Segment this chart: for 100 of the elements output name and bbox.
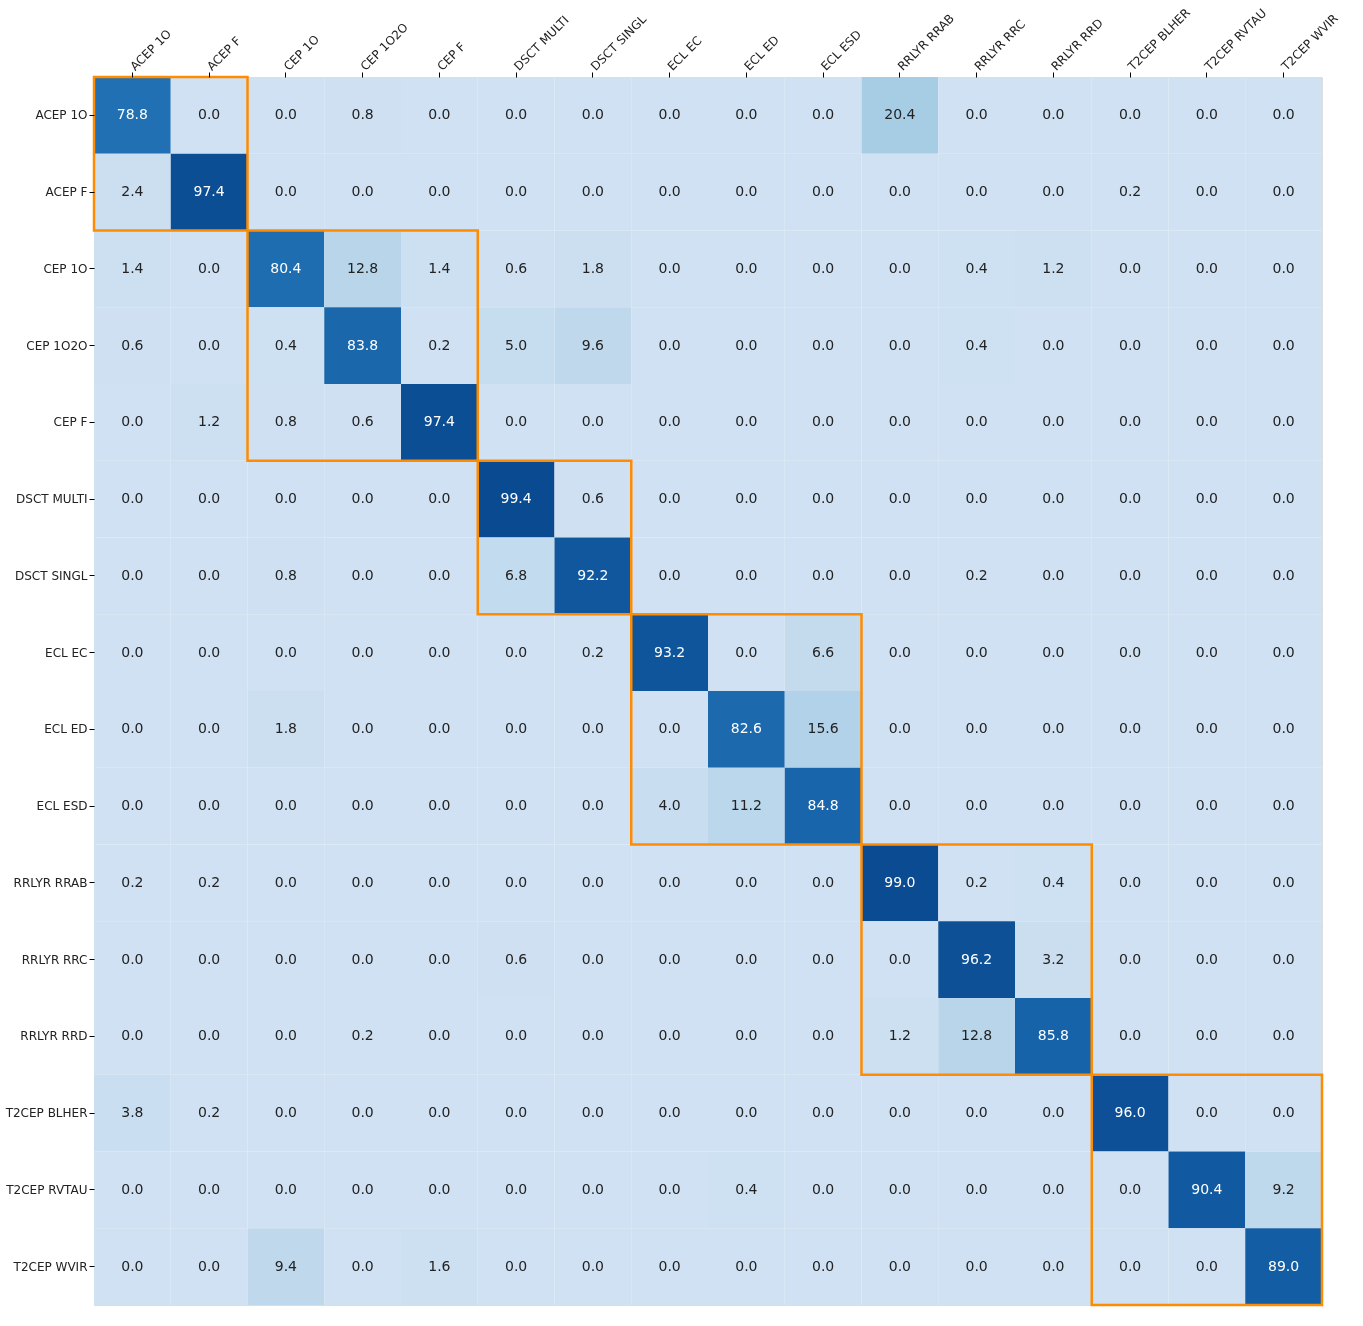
data-label: 0.0: [428, 183, 451, 200]
data-label: 84.8: [807, 797, 839, 814]
data-label: 1.8: [581, 259, 605, 276]
data-label: 0.0: [735, 1257, 758, 1274]
data-label: 0.0: [504, 1027, 528, 1044]
data-label: 92.2: [577, 566, 609, 583]
data-label: 0.0: [965, 1104, 988, 1121]
data-label: 0.0: [1272, 950, 1295, 967]
y-tick-label: ACEP 1O: [35, 108, 88, 123]
data-label: 0.0: [888, 720, 912, 737]
data-label: 0.2: [965, 566, 988, 583]
data-label: 0.2: [121, 873, 144, 890]
data-label: 0.0: [581, 183, 605, 200]
data-label: 0.0: [658, 490, 681, 507]
data-label: 0.0: [504, 1180, 528, 1197]
data-label: 0.0: [351, 1180, 374, 1197]
data-label: 0.0: [274, 873, 298, 890]
data-label: 0.0: [581, 1180, 605, 1197]
data-label: 0.0: [811, 1257, 835, 1274]
data-label: 15.6: [807, 720, 839, 737]
data-label: 0.0: [581, 720, 605, 737]
data-label: 0.0: [1042, 413, 1065, 430]
data-label: 0.0: [658, 336, 681, 353]
data-label: 0.0: [197, 259, 221, 276]
data-label: 0.0: [197, 106, 221, 123]
data-label: 6.8: [504, 566, 528, 583]
data-label: 0.2: [1118, 183, 1142, 200]
data-label: 0.0: [888, 797, 912, 814]
data-label: 0.4: [965, 336, 988, 353]
data-label: 93.2: [654, 643, 686, 660]
y-tick-label: RRLYR RRAB: [13, 875, 88, 890]
data-label: 0.0: [121, 797, 144, 814]
data-label: 1.2: [888, 1027, 912, 1044]
data-label: 0.4: [1042, 873, 1065, 890]
data-label: 9.4: [274, 1257, 298, 1274]
data-label: 0.0: [197, 1180, 221, 1197]
data-label: 0.0: [888, 259, 912, 276]
data-label: 0.0: [274, 950, 298, 967]
data-label: 0.0: [351, 873, 374, 890]
data-label: 0.0: [1272, 259, 1295, 276]
data-label: 0.0: [581, 797, 605, 814]
data-label: 78.8: [116, 106, 148, 123]
data-label: 0.0: [811, 1027, 835, 1044]
data-label: 99.0: [884, 873, 916, 890]
data-label: 0.0: [811, 336, 835, 353]
y-tick-label: DSCT SINGL: [15, 568, 88, 583]
data-label: 0.0: [1042, 566, 1065, 583]
data-label: 0.0: [1195, 566, 1219, 583]
data-label: 80.4: [270, 259, 302, 276]
data-label: 0.0: [1042, 1257, 1065, 1274]
data-label: 0.0: [658, 1180, 681, 1197]
data-label: 0.0: [658, 106, 681, 123]
data-label: 1.6: [428, 1257, 451, 1274]
data-label: 0.2: [965, 873, 988, 890]
data-label: 0.0: [1042, 336, 1065, 353]
data-label: 0.6: [504, 259, 528, 276]
data-label: 0.0: [1195, 259, 1219, 276]
data-label: 0.0: [1272, 873, 1295, 890]
data-label: 0.0: [581, 1104, 605, 1121]
data-label: 9.2: [1272, 1180, 1295, 1197]
data-label: 0.0: [1195, 950, 1219, 967]
y-tick-label: DSCT MULTI: [16, 492, 88, 507]
data-label: 0.0: [581, 106, 605, 123]
data-label: 0.0: [1272, 643, 1295, 660]
data-label: 0.0: [428, 643, 451, 660]
data-label: 0.0: [1195, 1104, 1219, 1121]
data-label: 0.0: [965, 183, 988, 200]
data-label: 0.0: [658, 413, 681, 430]
data-label: 0.0: [504, 873, 528, 890]
data-label: 0.2: [197, 873, 221, 890]
data-label: 20.4: [884, 106, 916, 123]
data-label: 0.0: [1195, 720, 1219, 737]
data-label: 0.0: [1118, 873, 1142, 890]
data-label: 0.0: [121, 490, 144, 507]
data-label: 0.4: [735, 1180, 758, 1197]
data-label: 0.8: [274, 413, 298, 430]
data-label: 0.0: [658, 183, 681, 200]
data-label: 0.0: [428, 1104, 451, 1121]
data-label: 96.2: [961, 950, 993, 967]
data-label: 0.0: [274, 1180, 298, 1197]
data-label: 0.0: [965, 643, 988, 660]
data-label: 0.0: [428, 566, 451, 583]
data-label: 9.6: [581, 336, 605, 353]
data-label: 0.0: [811, 106, 835, 123]
data-label: 0.6: [581, 490, 605, 507]
data-label: 0.0: [1042, 720, 1065, 737]
data-label: 99.4: [500, 490, 532, 507]
data-label: 0.0: [351, 490, 374, 507]
data-label: 0.0: [1195, 490, 1219, 507]
x-tick-label: CEP 1O: [280, 32, 322, 74]
data-label: 0.0: [658, 259, 681, 276]
data-label: 0.0: [1118, 1027, 1142, 1044]
data-label: 0.6: [351, 413, 374, 430]
data-label: 0.0: [581, 873, 605, 890]
data-label: 0.0: [1118, 1257, 1142, 1274]
data-label: 0.0: [1195, 643, 1219, 660]
data-label: 0.0: [428, 950, 451, 967]
y-tick-label: RRLYR RRC: [21, 952, 88, 967]
data-label: 0.0: [1042, 1180, 1065, 1197]
data-label: 0.0: [658, 1104, 681, 1121]
